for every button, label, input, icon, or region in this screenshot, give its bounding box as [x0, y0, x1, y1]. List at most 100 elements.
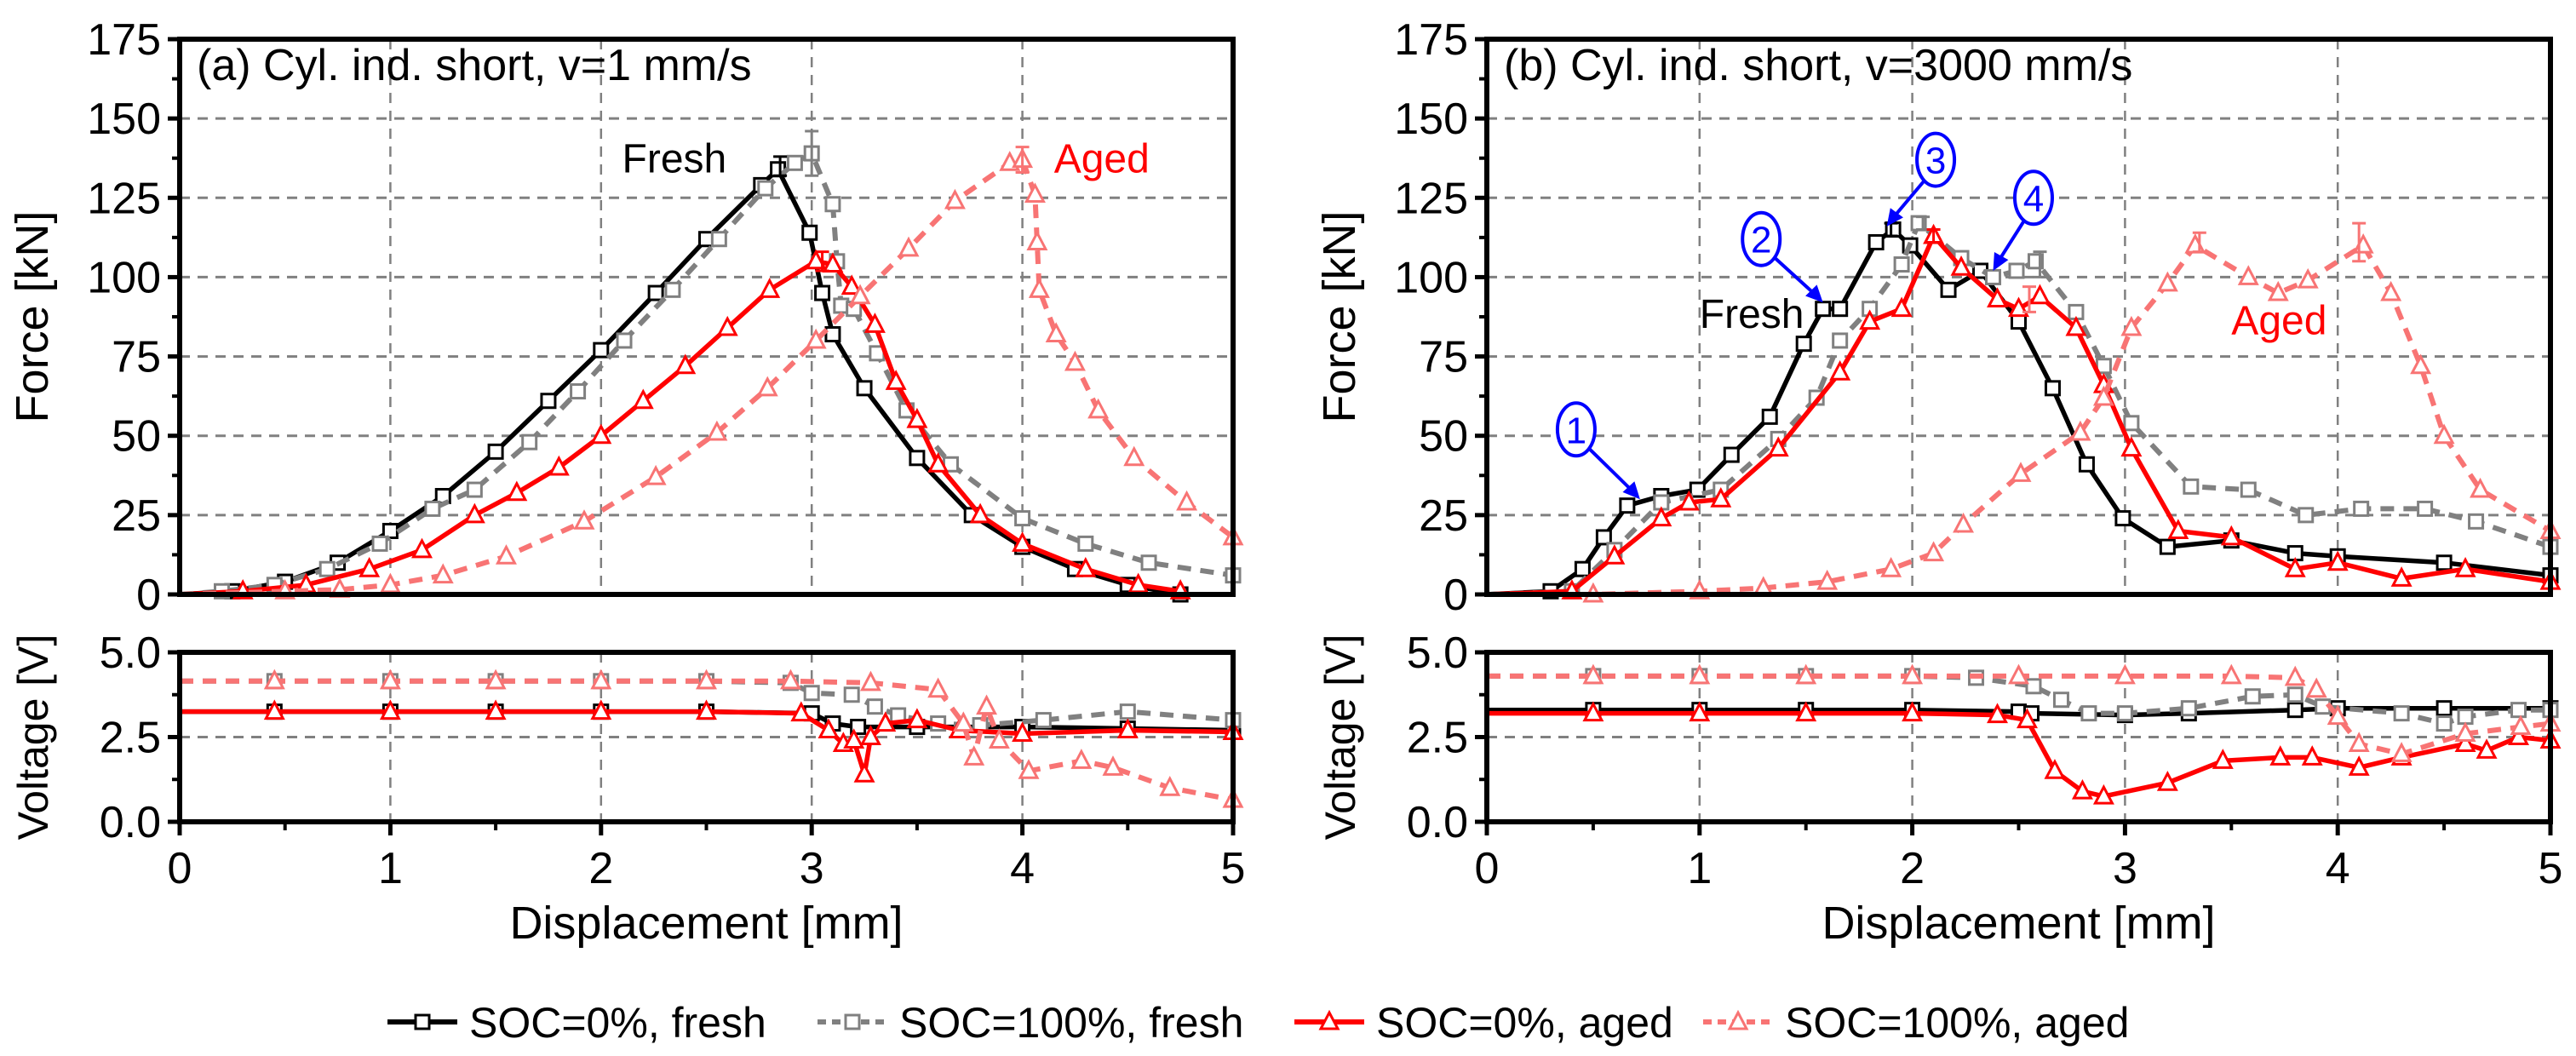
series-line-s100_fresh [1486, 221, 2551, 597]
data-point-s100_fresh [2123, 415, 2140, 432]
data-point-s0_fresh [856, 380, 873, 397]
y-tick-label: 0.0 [1407, 798, 1468, 847]
data-point-s100_aged [2410, 353, 2432, 375]
data-point-s100_aged [1880, 556, 1902, 577]
data-point-s0_aged [485, 699, 507, 720]
data-point-s100_aged [927, 677, 950, 698]
y-tick-label: 0 [1443, 571, 1468, 620]
data-point-s100_aged [495, 544, 517, 565]
error-bar [1926, 228, 1941, 244]
annotation-number: 4 [2023, 178, 2044, 220]
data-point-s0_aged [2167, 519, 2189, 539]
x-tick-label: 2 [1900, 844, 1925, 893]
arrow-head-icon [1805, 284, 1823, 303]
data-point-s0_aged [1689, 701, 1711, 722]
data-point-s0_aged [1650, 506, 1672, 527]
data-point-s0_fresh [540, 393, 557, 410]
data-point-s0_fresh [1723, 446, 1740, 463]
data-point-s0_fresh [2435, 554, 2453, 571]
data-point-s100_fresh [466, 481, 483, 498]
data-point-s0_aged [2348, 755, 2370, 776]
y-axis-label: Force [kN] [7, 210, 58, 422]
data-point-s100_aged [859, 670, 881, 692]
data-point-s100_fresh [2116, 705, 2133, 722]
data-point-s100_aged [898, 236, 920, 257]
data-point-s0_aged [2390, 566, 2412, 587]
data-point-s100_aged [2156, 271, 2178, 292]
force-subplot: 0 25 50 75 100 125 150 175 Force [kN] Fresh Aged 1 2… [1314, 15, 2562, 620]
data-point-s100_fresh [2298, 507, 2315, 524]
x-tick-label: 2 [588, 844, 613, 893]
data-point-s0_aged [359, 556, 381, 577]
y-tick-label: 50 [112, 412, 161, 462]
data-point-s100_fresh [1014, 510, 1031, 527]
legend-label: SOC=100%, fresh [899, 999, 1243, 1047]
voltage-subplot: 0.0 2.5 5.0 Voltage [V] [9, 628, 1244, 847]
error-bar [773, 155, 788, 177]
data-point-s0_aged [969, 502, 991, 524]
data-point-s0_fresh [1795, 336, 1812, 353]
data-point-s100_aged [2237, 265, 2259, 285]
data-point-s100_aged [1159, 775, 1181, 796]
data-point-s0_aged [696, 699, 717, 720]
legend-label: SOC=0%, aged [1376, 999, 1673, 1047]
data-point-s100_aged [2305, 677, 2327, 698]
data-point-s100_aged [1026, 230, 1048, 250]
data-point-s100_fresh [2417, 500, 2434, 517]
data-point-s100_aged [573, 509, 595, 530]
x-axis-label: Displacement [mm] [1822, 898, 2215, 949]
annotation-circle [2012, 169, 2054, 227]
legend-label: SOC=100%, aged [1785, 999, 2129, 1047]
data-point-s0_fresh [2159, 538, 2176, 555]
data-point-s100_fresh [2286, 686, 2303, 703]
data-point-s100_aged [1582, 663, 1604, 685]
data-point-s100_fresh [2052, 692, 2069, 709]
data-point-s0_aged [1116, 718, 1139, 739]
data-point-s0_aged [875, 711, 897, 732]
y-axis-label: Voltage [V] [1317, 634, 1364, 841]
annotation-circle [1741, 210, 1782, 267]
data-point-s100_fresh [2240, 481, 2257, 498]
data-point-s0_aged [463, 502, 485, 524]
annotation-label: Aged [2231, 298, 2326, 343]
y-tick-label: 0.0 [100, 798, 161, 847]
data-point-s0_aged [1767, 436, 1789, 457]
data-point-s0_fresh [1815, 301, 1832, 318]
legend-marker-triangle [1318, 1009, 1340, 1030]
data-point-s0_aged [1604, 544, 1626, 565]
data-point-s100_aged [1953, 512, 1975, 533]
error-bar [815, 250, 829, 273]
data-point-s100_aged [1923, 541, 1945, 562]
legend-marker-square [844, 1013, 861, 1030]
data-point-s0_aged [1902, 701, 1924, 722]
data-point-s100_aged [1795, 663, 1817, 685]
arrow-head-icon [1622, 481, 1640, 500]
data-point-s0_aged [2065, 315, 2087, 336]
data-point-s0_aged [1859, 309, 1881, 330]
data-point-s100_aged [379, 572, 401, 594]
data-point-s100_aged [1176, 490, 1198, 511]
data-point-s0_aged [2092, 783, 2114, 805]
data-point-s100_fresh [2183, 478, 2200, 495]
data-point-s0_aged [2156, 771, 2178, 791]
x-tick-label: 0 [1475, 844, 1500, 893]
data-point-s0_aged [590, 699, 612, 720]
data-point-s100_aged [1689, 663, 1711, 685]
data-point-s0_aged [674, 353, 697, 375]
data-point-s100_aged [2433, 423, 2455, 445]
data-point-s0_aged [843, 728, 865, 749]
data-point-s0_aged [1012, 531, 1034, 552]
y-tick-label: 100 [1394, 253, 1468, 302]
data-point-s100_fresh [2180, 700, 2197, 717]
series-line-s100_aged [179, 157, 1235, 597]
series-line-s100_aged [180, 678, 1234, 803]
data-point-s100_aged [2380, 280, 2402, 301]
force-subplot: 0 25 50 75 100 125 150 175 Force [kN] Fresh Aged (a… [7, 15, 1244, 620]
annotation-arrow [1891, 179, 1926, 220]
data-point-s100_fresh [1035, 712, 1052, 729]
data-point-s100_fresh [2080, 705, 2097, 722]
legend-item-s0_fresh: SOC=0%, fresh [387, 999, 766, 1047]
data-point-s0_aged [2454, 732, 2476, 752]
data-point-s100_aged [756, 376, 778, 397]
